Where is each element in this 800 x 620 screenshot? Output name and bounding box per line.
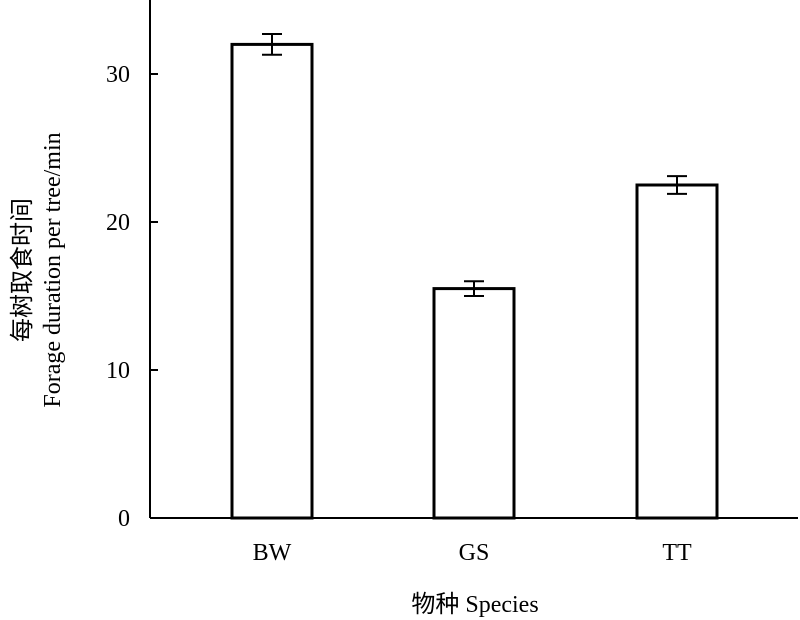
x-category-labels-layer: BW GS TT: [253, 540, 692, 566]
error-bar-gs: [464, 280, 484, 297]
y-ticks-layer: 0 10 20 30: [106, 62, 158, 532]
error-bar-bw: [262, 33, 282, 56]
bar-bw: [230, 42, 314, 520]
x-axis-title: 物种 Species: [411, 591, 538, 618]
y-axis-title-chinese: 每树取食时间: [9, 198, 36, 342]
y-axis-title-english: Forage duration per tree/min: [40, 132, 66, 407]
error-bar-tt: [667, 175, 687, 195]
x-category-label: TT: [662, 540, 692, 566]
error-bars-layer: [262, 33, 687, 297]
y-tick-label: 20: [106, 210, 130, 236]
y-tick-label: 30: [106, 62, 130, 88]
x-category-label: BW: [253, 540, 292, 566]
bar-gs: [432, 287, 516, 520]
y-tick-label: 0: [118, 506, 130, 532]
bar-tt: [635, 183, 719, 520]
y-tick-label: 10: [106, 358, 130, 384]
x-category-label: GS: [459, 540, 490, 566]
